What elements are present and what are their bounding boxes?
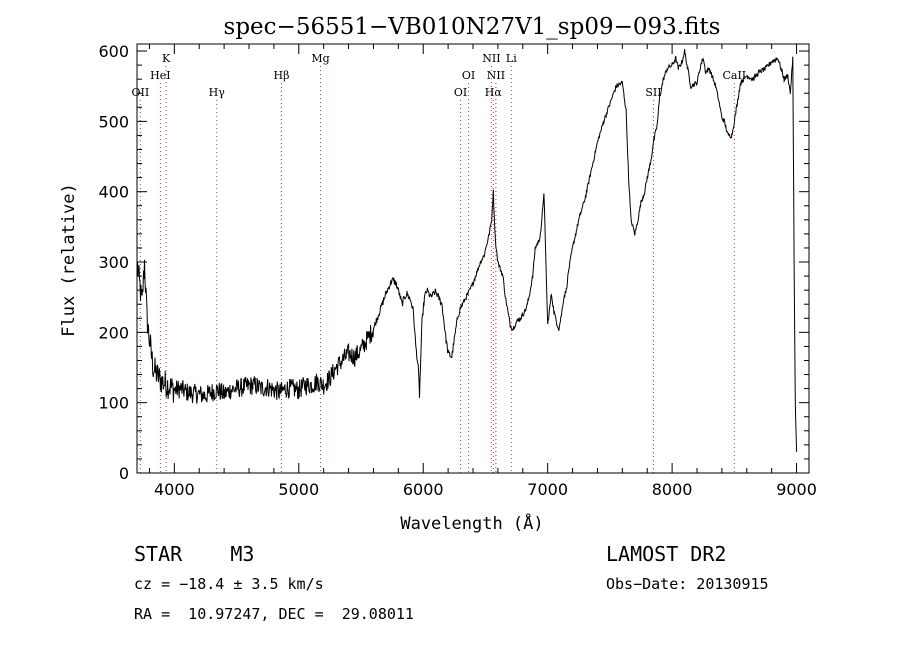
x-tick-label-4000: 4000 xyxy=(154,480,195,499)
chart-title: spec−56551−VB010N27V1_sp09−093.fits xyxy=(224,14,721,40)
x-axis-ticks: 4000 5000 6000 7000 8000 9000 xyxy=(148,44,817,499)
line-label-11: Li xyxy=(506,52,517,65)
plot-frame xyxy=(136,43,810,474)
y-tick-label-400: 400 xyxy=(98,183,129,202)
line-label-1: HeI xyxy=(150,69,170,82)
survey-name: LAMOST DR2 xyxy=(606,542,727,566)
x-axis-label: Wavelength (Å) xyxy=(400,512,543,534)
y-tick-label-0: 0 xyxy=(119,464,129,483)
line-label-9: Hα xyxy=(485,86,503,99)
x-tick-label-7000: 7000 xyxy=(527,480,568,499)
y-tick-label-500: 500 xyxy=(98,112,129,131)
object-class: STAR M3 xyxy=(134,542,255,566)
x-tick-label-5000: 5000 xyxy=(278,480,319,499)
line-label-4: Hβ xyxy=(274,69,290,82)
line-label-5: Mg xyxy=(311,52,329,65)
spectrum-line xyxy=(136,48,798,452)
line-label-10: NII xyxy=(487,69,505,82)
coordinates: RA = 10.97247, DEC = 29.08011 xyxy=(134,605,414,623)
y-axis-ticks: 0 100 200 300 400 500 600 xyxy=(98,42,809,483)
y-axis-label: Flux (relative) xyxy=(59,183,79,337)
line-label-3: Hγ xyxy=(209,86,226,99)
y-tick-label-100: 100 xyxy=(98,394,129,413)
x-tick-label-9000: 9000 xyxy=(776,480,817,499)
line-label-8: NII xyxy=(482,52,500,65)
line-label-0: OII xyxy=(132,86,150,99)
line-label-7: OI xyxy=(462,69,475,82)
redshift-velocity: cz = −18.4 ± 3.5 km/s xyxy=(134,575,324,593)
y-tick-label-600: 600 xyxy=(98,42,129,61)
y-tick-label-200: 200 xyxy=(98,323,129,342)
line-label-2: K xyxy=(162,52,171,65)
x-tick-label-8000: 8000 xyxy=(652,480,693,499)
observation-date: Obs−Date: 20130915 xyxy=(606,575,769,593)
line-label-6: OI xyxy=(454,86,467,99)
x-tick-label-6000: 6000 xyxy=(403,480,444,499)
line-label-12: SII xyxy=(645,86,661,99)
line-label-13: CaII xyxy=(722,69,746,82)
y-tick-label-300: 300 xyxy=(98,253,129,272)
